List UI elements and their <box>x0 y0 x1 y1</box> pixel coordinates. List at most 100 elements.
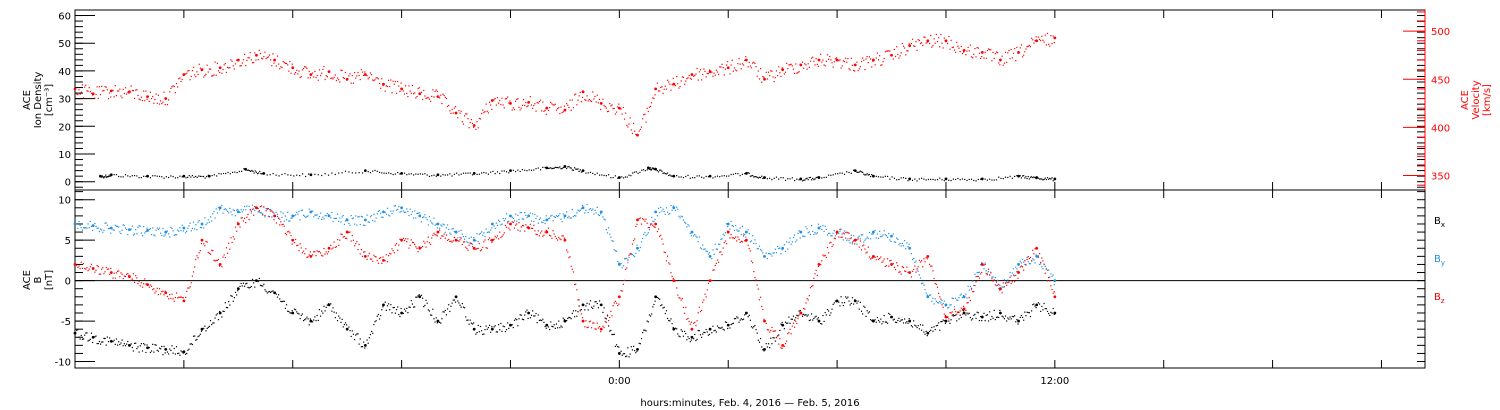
by-series-dot <box>543 220 545 222</box>
time-tick-label: 12:00 <box>1040 376 1069 387</box>
bz-series-dot <box>187 287 189 289</box>
bx-series-dot <box>685 333 687 335</box>
ion-density-series-dot <box>225 172 227 175</box>
bz-series-dot <box>868 256 871 258</box>
by-series-dot <box>538 218 541 220</box>
bz-series-dot <box>180 296 182 298</box>
velocity-series-dot <box>530 104 533 106</box>
velocity-series-point <box>472 124 476 127</box>
velocity-series-dot <box>1025 48 1027 50</box>
by-series-dot <box>678 215 680 217</box>
velocity-series-dot <box>905 54 907 56</box>
bz-series-dot <box>999 289 1001 291</box>
by-series-dot <box>214 217 216 219</box>
bz-series-dot <box>703 299 705 301</box>
velocity-series-dot <box>595 101 597 103</box>
ion-density-tick-label: 20 <box>58 122 71 133</box>
velocity-series-dot <box>1043 41 1045 43</box>
bz-series-dot <box>778 343 780 345</box>
by-series-dot <box>157 228 159 231</box>
by-series-dot <box>1009 271 1011 274</box>
bz-series-dot <box>623 279 626 282</box>
velocity-series-dot <box>695 73 697 75</box>
ion-density-series-dot <box>839 172 841 174</box>
bx-series-dot <box>127 340 129 343</box>
bx-series-dot <box>561 326 563 328</box>
bx-series-dot <box>242 282 245 284</box>
bz-series-dot <box>787 333 789 335</box>
velocity-series-dot <box>115 95 118 97</box>
bz-series-dot <box>992 280 994 282</box>
bx-series-dot <box>368 337 370 339</box>
velocity-series-dot <box>549 107 551 109</box>
velocity-series-dot <box>483 112 485 114</box>
by-series-dot <box>192 221 195 223</box>
by-series-dot <box>148 228 150 231</box>
bx-series-dot <box>1008 318 1010 320</box>
bx-series-dot <box>628 356 630 358</box>
ion-density-series-dot <box>122 176 124 178</box>
bz-series-dot <box>806 298 808 300</box>
velocity-series-dot <box>297 73 299 75</box>
velocity-series-dot <box>737 63 739 65</box>
velocity-series-dot <box>725 64 728 66</box>
bz-series-dot <box>426 241 428 243</box>
bz-series-dot <box>898 271 900 273</box>
velocity-series-dot <box>280 66 282 68</box>
by-series-dot <box>366 214 368 216</box>
bz-series-dot <box>300 247 302 249</box>
by-series-point <box>654 210 658 214</box>
by-series-dot <box>384 211 386 213</box>
bx-series-dot <box>376 315 378 317</box>
by-series-dot <box>243 205 246 208</box>
bz-series-dot <box>674 280 677 282</box>
velocity-series-point <box>309 73 313 76</box>
ion-density-series-dot <box>381 172 383 174</box>
bx-series-dot <box>388 303 390 305</box>
bx-series-dot <box>408 306 410 308</box>
bz-series-dot <box>389 252 391 254</box>
bz-series-dot <box>657 228 660 230</box>
bz-series-dot <box>153 288 155 290</box>
bz-series-dot <box>881 261 883 264</box>
by-series-dot <box>879 230 881 232</box>
bz-series-dot <box>254 206 256 208</box>
by-series-dot <box>239 211 241 213</box>
bz-series-dot <box>896 262 898 264</box>
ion-density-series-dot <box>864 174 866 176</box>
bz-series-dot <box>588 321 590 323</box>
ion-density-series-dot <box>446 174 449 176</box>
ion-density-series-dot <box>678 176 680 178</box>
bx-series-dot <box>858 308 860 310</box>
bx-series-dot <box>549 328 551 331</box>
velocity-series-dot <box>255 59 257 61</box>
ion-density-series-dot <box>1042 179 1044 181</box>
bx-series-dot <box>199 333 201 335</box>
bz-series-dot <box>182 297 184 299</box>
bx-series-dot <box>554 327 556 329</box>
bz-series-dot <box>145 283 147 285</box>
bz-series-dot <box>864 248 866 250</box>
bx-series-point <box>835 299 839 303</box>
bx-series-dot <box>690 339 693 341</box>
velocity-series-dot <box>1049 45 1051 47</box>
by-series-dot <box>496 224 499 226</box>
bz-series-dot <box>518 221 520 224</box>
velocity-series-dot <box>290 72 292 74</box>
velocity-series-dot <box>558 107 560 109</box>
by-series-dot <box>209 216 212 218</box>
velocity-series-dot <box>736 70 738 72</box>
ion-density-series-dot <box>907 180 909 182</box>
velocity-series-point <box>418 92 422 96</box>
velocity-series-dot <box>1016 46 1018 49</box>
bz-series-dot <box>759 296 762 298</box>
velocity-series-dot <box>188 69 190 72</box>
by-series-dot <box>773 252 775 254</box>
bz-series-dot <box>911 270 914 272</box>
bz-series-dot <box>217 258 220 261</box>
ion-density-series-dot <box>825 176 827 178</box>
ion-density-series-dot <box>196 176 198 178</box>
by-series-dot <box>86 227 88 229</box>
velocity-series-dot <box>735 69 737 71</box>
ion-density-series-dot <box>955 178 957 181</box>
